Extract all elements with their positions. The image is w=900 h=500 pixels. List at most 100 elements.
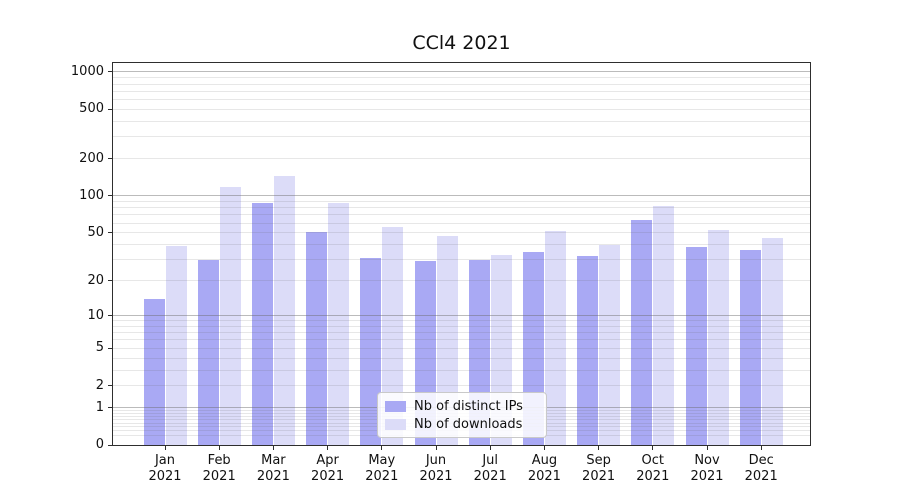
y-tick-mark-50	[108, 232, 112, 234]
bar-downloads-feb	[219, 187, 241, 445]
x-tick-label-nov: Nov 2021	[690, 453, 724, 484]
x-tick-mark-oct	[652, 446, 654, 450]
bar-distinct-ips-may	[360, 257, 382, 445]
y-tick-label-5: 5	[95, 340, 104, 356]
x-tick-label-sep: Sep 2021	[582, 453, 616, 484]
x-tick-mark-feb	[218, 446, 220, 450]
y-tick-mark-0	[108, 444, 112, 446]
gridline-6	[113, 339, 810, 341]
y-tick-label-500: 500	[79, 101, 104, 117]
bar-downloads-oct	[653, 205, 675, 445]
gridline-2	[113, 385, 810, 387]
gridline-9	[113, 320, 810, 322]
gridline-90	[113, 200, 810, 202]
bar-downloads-dec	[761, 238, 783, 445]
bar-downloads-aug	[544, 230, 566, 445]
x-tick-mark-aug	[543, 446, 545, 450]
x-tick-mark-jan	[164, 446, 166, 450]
y-tick-label-0: 0	[95, 437, 104, 452]
bar-downloads-apr	[328, 203, 350, 445]
gridline-50	[113, 232, 810, 234]
y-tick-label-2: 2	[95, 377, 104, 393]
x-tick-label-may: May 2021	[365, 453, 399, 484]
gridline-800	[113, 83, 810, 85]
y-tick-label-10: 10	[87, 307, 104, 323]
gridline-20	[113, 280, 810, 282]
gridline-80	[113, 207, 810, 209]
y-tick-mark-100	[108, 195, 112, 197]
gridline-600	[113, 99, 810, 100]
y-tick-label-1000: 1000	[70, 63, 104, 79]
bar-distinct-ips-dec	[739, 250, 761, 445]
y-tick-mark-1	[108, 407, 112, 409]
gridline-5	[113, 347, 810, 349]
x-tick-mark-apr	[327, 446, 329, 450]
gridline-200	[113, 158, 810, 160]
gridline-30	[113, 259, 810, 261]
bar-distinct-ips-apr	[306, 231, 328, 445]
x-tick-mark-jul	[489, 446, 491, 450]
gridline-1000	[113, 71, 810, 73]
legend-item-distinct-ips: Nb of distinct IPs	[385, 398, 539, 414]
gridline-500	[113, 108, 810, 110]
legend-label-downloads: Nb of downloads	[414, 416, 523, 432]
y-tick-mark-10	[108, 315, 112, 316]
x-tick-mark-dec	[760, 446, 762, 450]
chart-title: CCl4 2021	[412, 32, 511, 54]
x-tick-label-apr: Apr 2021	[311, 453, 345, 484]
bar-distinct-ips-sep	[577, 256, 599, 445]
x-tick-mark-nov	[706, 446, 708, 450]
y-tick-mark-500	[108, 108, 112, 110]
x-tick-label-mar: Mar 2021	[256, 453, 290, 484]
gridline-300	[113, 136, 810, 138]
legend-item-downloads: Nb of downloads	[385, 416, 539, 432]
gridline-8	[113, 325, 810, 327]
x-tick-label-aug: Aug 2021	[527, 453, 561, 484]
y-tick-mark-1000	[108, 71, 112, 73]
x-tick-label-dec: Dec 2021	[744, 453, 778, 484]
y-tick-label-1: 1	[95, 399, 104, 415]
y-tick-mark-5	[108, 347, 112, 349]
y-tick-label-100: 100	[79, 187, 104, 203]
bar-downloads-jan	[165, 245, 187, 445]
y-tick-mark-20	[108, 280, 112, 282]
legend-swatch-downloads	[385, 418, 406, 430]
y-tick-label-50: 50	[87, 224, 104, 240]
x-tick-label-jul: Jul 2021	[473, 453, 507, 484]
gridline-60	[113, 222, 810, 224]
legend-label-distinct-ips: Nb of distinct IPs	[414, 398, 523, 414]
x-tick-mark-jun	[435, 446, 437, 450]
gridline-70	[113, 214, 810, 216]
bar-downloads-nov	[707, 229, 729, 445]
y-tick-label-20: 20	[87, 272, 104, 288]
gridline-7	[113, 332, 810, 334]
bar-distinct-ips-feb	[197, 259, 219, 445]
gridline-700	[113, 90, 810, 92]
gridline-900	[113, 77, 810, 79]
x-tick-label-feb: Feb 2021	[202, 453, 236, 484]
gridline-100	[113, 195, 810, 197]
gridline-3	[113, 369, 810, 371]
gridline-40	[113, 244, 810, 245]
bar-distinct-ips-mar	[251, 203, 273, 445]
bar-downloads-sep	[599, 244, 621, 445]
bar-downloads-mar	[273, 175, 295, 445]
gridline-10	[113, 315, 810, 316]
bar-downloads-may	[382, 226, 404, 445]
y-tick-mark-200	[108, 158, 112, 160]
x-tick-label-jan: Jan 2021	[148, 453, 182, 484]
gridline-400	[113, 120, 810, 122]
legend-swatch-distinct-ips	[385, 400, 406, 412]
plot-area: Nb of distinct IPs Nb of downloads	[112, 62, 811, 446]
x-tick-mark-may	[381, 446, 383, 450]
bar-distinct-ips-nov	[685, 247, 707, 445]
y-tick-mark-2	[108, 385, 112, 387]
x-tick-mark-mar	[272, 446, 274, 450]
gridline-4	[113, 357, 810, 359]
bar-distinct-ips-oct	[631, 220, 653, 445]
bar-distinct-ips-jan	[143, 298, 165, 445]
x-tick-label-oct: Oct 2021	[636, 453, 670, 484]
x-tick-mark-sep	[598, 446, 600, 450]
